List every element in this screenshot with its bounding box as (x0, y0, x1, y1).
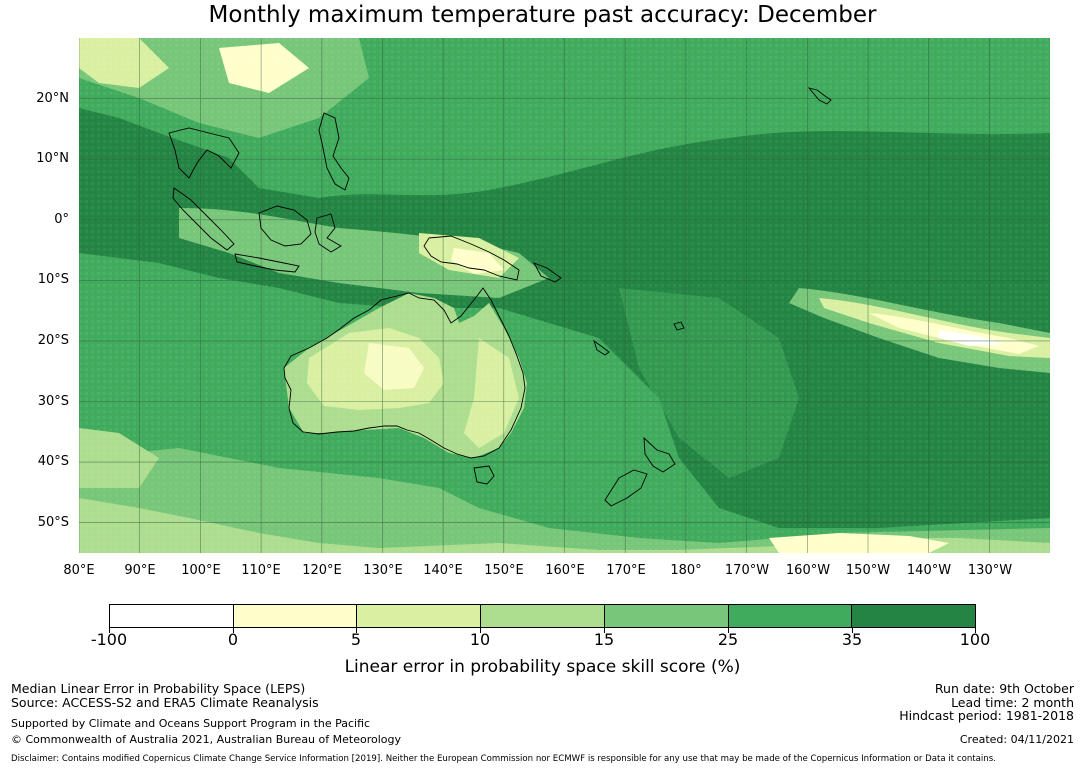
colorbar-label: 25 (717, 630, 739, 649)
lon-label-150w: 150°W (845, 563, 891, 578)
colorbar-bin-5 (604, 605, 729, 627)
info-source: Source: ACCESS-S2 and ERA5 Climate Reana… (11, 695, 319, 710)
colorbar-bin-6 (728, 605, 853, 627)
hawaii-coast (807, 87, 832, 105)
lat-label-0: 0° (54, 212, 69, 227)
colorbar-tick (233, 628, 234, 633)
lat-label-30s: 30°S (37, 394, 69, 409)
colorbar-tick (109, 628, 110, 633)
lat-label-10n: 10°N (36, 151, 69, 166)
indochina-coast (168, 127, 240, 179)
colorbar-tick (604, 628, 605, 633)
colorbar-tick (852, 628, 853, 633)
colorbar-bin-2 (233, 605, 358, 627)
coastlines (168, 87, 832, 507)
lon-label-140e: 140°E (423, 563, 463, 578)
nz-south-coast (604, 469, 648, 507)
lon-label-140w: 140°W (906, 563, 952, 578)
lon-label-80e: 80°E (63, 563, 95, 578)
lat-label-40s: 40°S (37, 454, 69, 469)
lon-label-160w: 160°W (785, 563, 831, 578)
lat-label-50s: 50°S (37, 515, 69, 530)
sulawesi-coast (314, 213, 342, 253)
lon-label-170e: 170°E (606, 563, 646, 578)
info-support: Supported by Climate and Oceans Support … (11, 717, 371, 730)
colorbar-bin-4 (481, 605, 605, 627)
new-guinea-coast (423, 235, 520, 281)
java-coast (234, 253, 300, 273)
lat-label-20n: 20°N (36, 91, 69, 106)
skill-score-map (79, 38, 1050, 553)
colorbar-label: 10 (469, 630, 491, 649)
colorbar-tick (728, 628, 729, 633)
colorbar-bin-3 (357, 605, 482, 627)
info-run-date: Run date: 9th October (934, 681, 1074, 696)
solomon-coast (533, 262, 562, 283)
lon-label-110e: 110°E (241, 563, 281, 578)
colorbar-title: Linear error in probability space skill … (344, 657, 741, 677)
lon-label-170w: 170°W (724, 563, 770, 578)
colorbar-tick (975, 628, 976, 633)
colorbar-label: 100 (959, 630, 991, 649)
lon-label-150e: 150°E (484, 563, 524, 578)
tasmania-coast (473, 465, 495, 485)
colorbar-bin-1 (110, 605, 234, 627)
colorbar (109, 604, 976, 628)
colorbar-tick (480, 628, 481, 633)
info-hindcast: Hindcast period: 1981-2018 (899, 708, 1074, 723)
info-lead-time: Lead time: 2 month (951, 695, 1074, 710)
philippines-coast (318, 112, 350, 191)
australia-coast (283, 287, 526, 459)
info-created: Created: 04/11/2021 (959, 733, 1074, 746)
colorbar-label: 15 (593, 630, 615, 649)
info-leps: Median Linear Error in Probability Space… (11, 681, 306, 696)
colorbar-bin-7 (852, 605, 976, 627)
lon-label-130w: 130°W (967, 563, 1013, 578)
borneo-coast (258, 205, 312, 247)
colorbar-label: 35 (841, 630, 863, 649)
lon-label-100e: 100°E (181, 563, 221, 578)
lon-label-120e: 120°E (302, 563, 342, 578)
colorbar-label: 0 (227, 630, 239, 649)
nz-north-coast (643, 436, 676, 473)
lon-label-160e: 160°E (545, 563, 585, 578)
map-title: Monthly maximum temperature past accurac… (208, 2, 877, 28)
lat-label-20s: 20°S (37, 333, 69, 348)
fiji-coast (673, 321, 685, 331)
colorbar-label: 5 (350, 630, 362, 649)
lat-label-10s: 10°S (37, 272, 69, 287)
lon-label-90e: 90°E (124, 563, 156, 578)
sumatra-coast (172, 187, 235, 251)
colorbar-label: -100 (90, 630, 128, 649)
info-copyright: © Commonwealth of Australia 2021, Austra… (11, 733, 401, 746)
disclaimer: Disclaimer: Contains modified Copernicus… (11, 754, 996, 764)
gridlines (79, 38, 1050, 553)
colorbar-tick (356, 628, 357, 633)
new-caledonia-coast (593, 339, 610, 356)
lon-label-180: 180° (670, 563, 702, 578)
lon-label-130e: 130°E (363, 563, 403, 578)
